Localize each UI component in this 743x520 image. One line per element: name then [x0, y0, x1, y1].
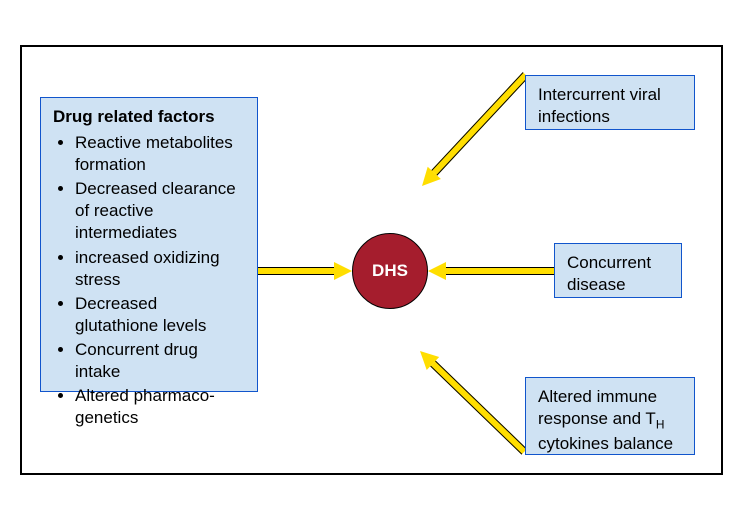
arrow-drug — [258, 262, 352, 280]
list-item: increased oxidizing stress — [75, 247, 245, 291]
viral-line2: infections — [538, 106, 682, 128]
list-item: Decreased glutathione levels — [75, 293, 245, 337]
viral-line1: Intercurrent viral — [538, 84, 682, 106]
box-concurrent: Concurrent disease — [554, 243, 682, 298]
immune-line2: response and TH — [538, 408, 682, 433]
list-item: Decreased clearance of reactive intermed… — [75, 178, 245, 244]
list-item: Altered pharmaco-genetics — [75, 385, 245, 429]
dhs-label: DHS — [372, 261, 408, 281]
box-viral: Intercurrent viral infections — [525, 75, 695, 130]
list-item: Concurrent drug intake — [75, 339, 245, 383]
immune-line1: Altered immune — [538, 386, 682, 408]
dhs-circle: DHS — [352, 233, 428, 309]
immune-line3: cytokines balance — [538, 433, 682, 455]
box-drug-factors: Drug related factors Reactive metabolite… — [40, 97, 258, 392]
drug-factors-title: Drug related factors — [53, 106, 245, 128]
concurrent-line2: disease — [567, 274, 669, 296]
arrow-immune — [414, 345, 531, 459]
diagram-frame: DHS Drug related factors Reactive metabo… — [20, 45, 723, 475]
concurrent-line1: Concurrent — [567, 252, 669, 274]
arrow-viral — [415, 69, 532, 192]
drug-factors-list: Reactive metabolites formation Decreased… — [53, 132, 245, 429]
box-immune: Altered immune response and TH cytokines… — [525, 377, 695, 455]
list-item: Reactive metabolites formation — [75, 132, 245, 176]
arrow-concurrent — [428, 262, 554, 280]
